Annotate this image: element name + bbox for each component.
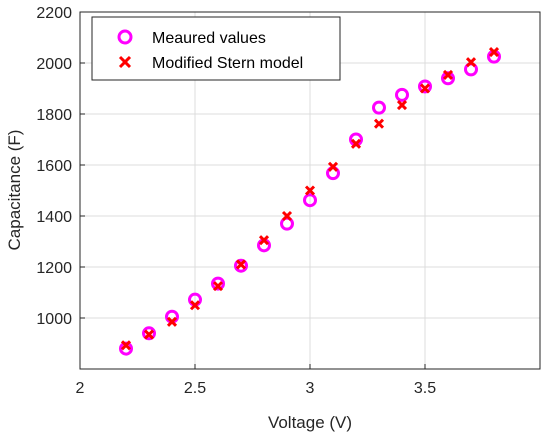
point-model xyxy=(488,46,500,58)
x-tick-label: 3 xyxy=(306,380,315,397)
y-axis-ticks: 1000 1200 1400 1600 1800 2000 2200 xyxy=(36,5,85,328)
y-tick-label: 1800 xyxy=(36,107,72,124)
x-tick-label: 3.5 xyxy=(414,380,436,397)
legend-box xyxy=(91,16,341,81)
x-axis-label: Voltage (V) xyxy=(268,413,352,432)
point-model xyxy=(189,300,201,311)
y-tick-label: 1600 xyxy=(36,158,72,175)
y-tick-label: 2200 xyxy=(36,5,72,22)
point-model xyxy=(350,138,362,149)
y-axis-label: Capacitance (F) xyxy=(5,130,24,251)
point-measured xyxy=(280,216,294,231)
legend: Meaured values Modified Stern model xyxy=(91,16,341,81)
point-measured xyxy=(119,341,133,356)
point-model xyxy=(258,235,270,246)
point-model xyxy=(419,83,431,94)
point-model xyxy=(281,210,293,222)
x-tick-label: 2 xyxy=(76,380,85,397)
point-model xyxy=(166,316,178,327)
point-model xyxy=(304,185,316,196)
point-model xyxy=(396,100,408,111)
point-model xyxy=(442,69,454,81)
legend-marker-model xyxy=(118,55,132,69)
point-model xyxy=(212,281,224,292)
y-tick-label: 1000 xyxy=(36,311,72,328)
point-model xyxy=(235,259,247,270)
point-measured xyxy=(142,326,156,341)
point-measured xyxy=(441,71,455,86)
legend-label-model: Modified Stern model xyxy=(152,55,303,72)
point-measured xyxy=(234,258,248,273)
point-model xyxy=(465,57,477,68)
point-measured xyxy=(395,87,409,102)
legend-label-measured: Meaured values xyxy=(152,30,266,47)
point-model xyxy=(120,340,132,351)
point-model xyxy=(143,329,155,340)
y-tick-label: 2000 xyxy=(36,56,72,73)
y-tick-label: 1400 xyxy=(36,209,72,226)
point-model xyxy=(373,118,385,129)
data-marks xyxy=(119,46,501,356)
point-measured xyxy=(418,79,432,94)
x-tick-label: 2.5 xyxy=(184,380,206,397)
y-tick-label: 1200 xyxy=(36,260,72,277)
point-model xyxy=(327,161,339,172)
point-measured xyxy=(372,100,386,115)
point-measured xyxy=(303,193,317,208)
legend-marker-measured xyxy=(117,29,133,45)
point-measured xyxy=(211,276,225,291)
plot-frame xyxy=(79,11,541,370)
